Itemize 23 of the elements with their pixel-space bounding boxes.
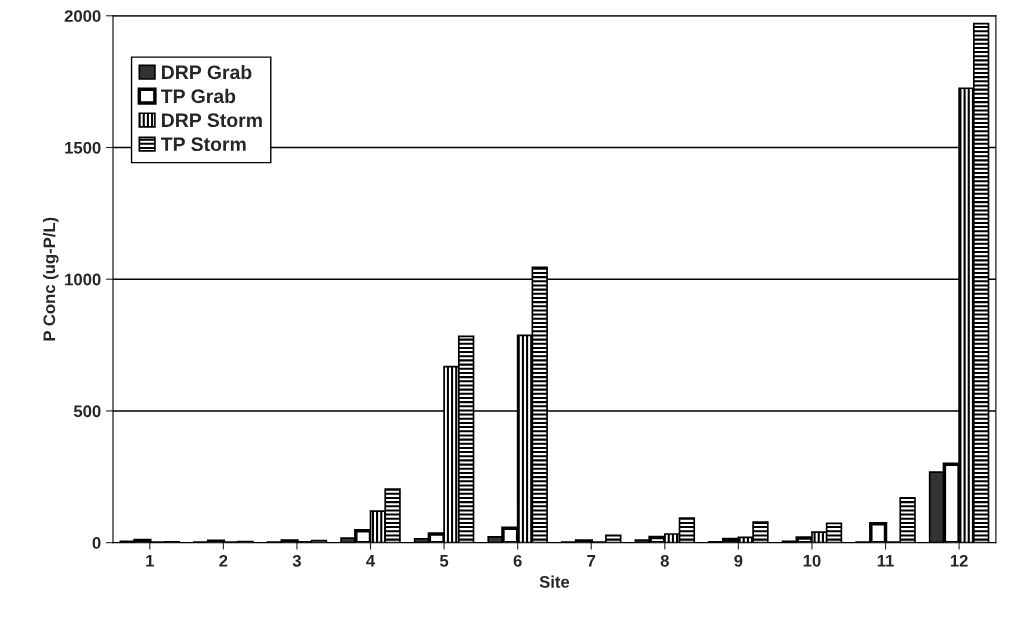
y-tick-label: 500 <box>73 405 101 418</box>
legend-label: TP Storm <box>160 137 246 152</box>
x-tick-label: 5 <box>439 555 449 567</box>
legend-label: DRP Grab <box>162 64 252 80</box>
x-tick-label: 10 <box>803 554 821 567</box>
x-tick-label: 2 <box>219 554 228 567</box>
y-tick-label: 1500 <box>65 141 101 154</box>
x-axis-title: Site <box>539 575 570 588</box>
x-tick-label: 12 <box>950 554 968 567</box>
x-tick-label: 4 <box>366 555 376 567</box>
y-axis-title: P Conc (ug-P/L) <box>42 217 59 341</box>
legend-label: DRP Storm <box>162 113 262 128</box>
x-tick-label: 9 <box>734 554 743 567</box>
x-tick-label: 1 <box>146 555 154 567</box>
y-tick-label: 1000 <box>65 273 101 286</box>
x-tick-label: 3 <box>292 554 301 567</box>
x-tick-label: 6 <box>513 554 522 567</box>
y-tick-label: 0 <box>92 537 101 549</box>
x-tick-label: 11 <box>877 555 894 567</box>
legend-label: TP Grab <box>160 88 236 104</box>
y-tick-label: 2000 <box>64 10 101 22</box>
x-tick-label: 8 <box>660 554 669 567</box>
x-tick-label: 7 <box>587 555 596 567</box>
